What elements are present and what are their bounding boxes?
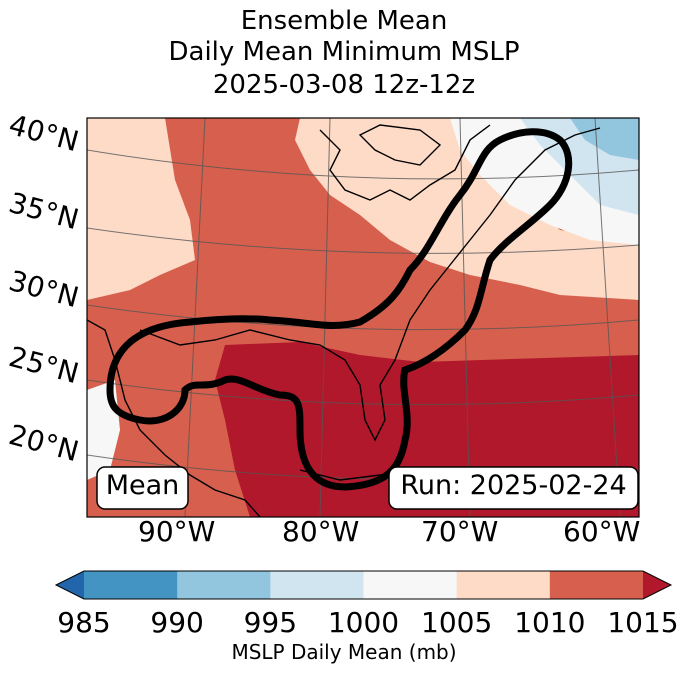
colorbar-segment (177, 571, 271, 599)
lon-label-80: 80°W (282, 515, 360, 548)
colorbar-segment (456, 571, 551, 599)
colorbar-segment (270, 571, 364, 599)
colorbar-tick-label: 990 (150, 606, 204, 639)
mean-box-label: Mean (105, 470, 180, 501)
colorbar-segment (363, 571, 458, 599)
lon-label-70: 70°W (421, 515, 499, 548)
title-line-1: Ensemble Mean (240, 6, 448, 36)
mean-box-frame (96, 466, 189, 510)
colorbar (54, 570, 673, 600)
colorbar-extend-high (643, 571, 671, 599)
colorbar-tick-label: 1000 (327, 606, 400, 639)
colorbar-outline (54, 570, 673, 600)
map-frame (86, 117, 640, 518)
colorbar-tick-label: 1005 (421, 606, 493, 639)
colorbar-segment (84, 571, 178, 599)
colorbar-tick-label: 1015 (607, 606, 679, 639)
contour-outline (106, 128, 573, 491)
title-line-2: Daily Mean Minimum MSLP (168, 37, 520, 67)
run-box-frame (388, 466, 639, 510)
run-box-label: Run: 2025-02-24 (400, 470, 627, 501)
colorbar-tick-label: 995 (243, 606, 298, 639)
colorbar-extend-low (56, 571, 84, 599)
colorbar-tick-label: 985 (57, 606, 111, 639)
colorbar-tick-label: 1010 (514, 606, 586, 639)
pressure-1005-region (295, 118, 639, 300)
lon-label-90: 90°W (138, 515, 216, 548)
title-line-3: 2025-03-08 12z-12z (212, 70, 476, 100)
colorbar-segment (549, 571, 644, 599)
colorbar-label: MSLP Daily Mean (mb) (231, 640, 457, 664)
pressure-1000-region (450, 118, 639, 245)
pressure-1005-west (87, 118, 195, 300)
lon-label-60: 60°W (563, 515, 641, 548)
pressure-990-region (570, 118, 639, 160)
